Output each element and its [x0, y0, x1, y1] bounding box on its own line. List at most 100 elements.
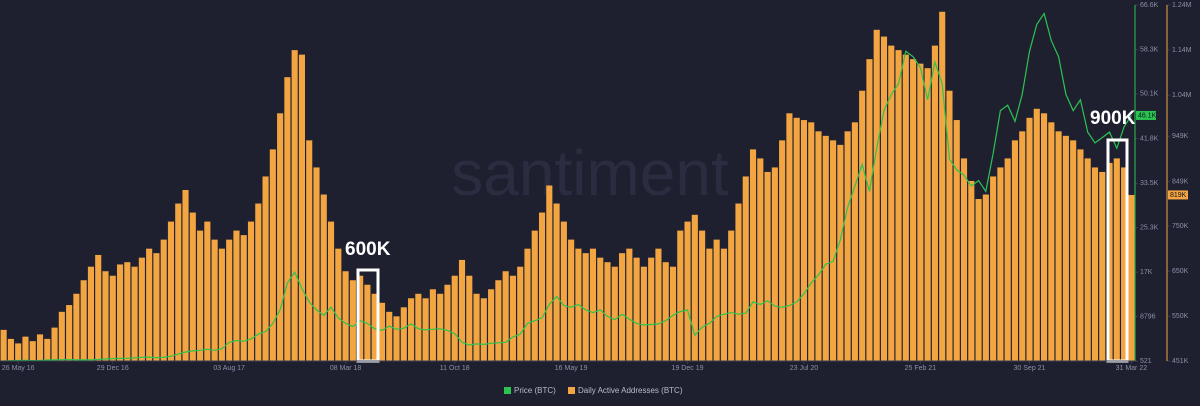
bar: [458, 259, 466, 361]
bar: [124, 262, 131, 361]
bar: [15, 343, 22, 361]
last-value-label: 46.1K: [1138, 112, 1157, 119]
y2-tick-label: 451K: [1172, 358, 1189, 365]
y2-tick-label: 1.14M: [1172, 47, 1192, 54]
bar: [197, 230, 204, 361]
bar: [1062, 135, 1069, 361]
bar: [502, 271, 509, 361]
watermark: santiment: [451, 137, 729, 209]
bar: [1048, 122, 1055, 362]
bar: [327, 221, 335, 361]
bar: [44, 338, 51, 361]
y-tick-label: 50.1K: [1140, 91, 1159, 98]
bar: [400, 307, 407, 361]
bar: [444, 284, 451, 361]
legend-label[interactable]: Price (BTC): [514, 386, 556, 395]
bar: [982, 194, 989, 361]
bar: [233, 230, 240, 361]
last-value-badge: [1136, 110, 1156, 120]
bar: [109, 275, 116, 361]
bar: [990, 176, 997, 361]
bar: [917, 63, 924, 362]
bar: [160, 239, 167, 361]
price-line: [3, 12, 1132, 362]
y-tick-label: 58.3K: [1140, 47, 1159, 54]
bar: [604, 262, 611, 361]
bar: [553, 203, 560, 361]
bar: [619, 253, 626, 361]
bar: [218, 248, 225, 361]
annotation: 900K: [1090, 108, 1136, 129]
y2-tick-label: 650K: [1172, 268, 1189, 275]
bar: [189, 212, 196, 361]
bar: [837, 144, 844, 361]
x-tick-label: 31 Mar 22: [1116, 365, 1148, 372]
y-tick-label: 17K: [1140, 269, 1153, 276]
bar: [102, 271, 109, 361]
last-value-badge: [1168, 190, 1188, 200]
bar: [873, 29, 880, 361]
bar: [211, 239, 218, 361]
x-tick-label: 25 Feb 21: [905, 365, 937, 372]
bar: [771, 167, 778, 361]
bar: [1004, 158, 1011, 361]
annotation: 600K: [345, 239, 391, 260]
bar: [524, 248, 531, 361]
bar: [386, 311, 393, 361]
bar: [538, 212, 546, 361]
bar: [924, 68, 931, 361]
bar: [509, 275, 516, 361]
x-tick-label: 29 Dec 16: [97, 365, 129, 372]
bar: [255, 203, 262, 361]
bar: [116, 264, 124, 361]
bar: [699, 230, 706, 361]
bar: [640, 266, 647, 361]
bar: [960, 158, 968, 361]
bar: [706, 248, 713, 361]
y2-tick-label: 1.24M: [1172, 2, 1192, 9]
legend-swatch: [568, 387, 575, 394]
bar: [342, 271, 349, 361]
bar: [975, 199, 982, 361]
bar: [262, 176, 269, 361]
bar: [73, 293, 80, 361]
bar: [626, 248, 633, 361]
bar: [764, 171, 771, 361]
bar: [247, 221, 255, 361]
bar: [415, 293, 422, 361]
x-tick-label: 23 Jul 20: [790, 365, 819, 372]
bar: [757, 158, 764, 361]
bar: [58, 311, 65, 361]
bar: [1011, 140, 1019, 361]
bar: [859, 90, 866, 362]
bar: [80, 280, 87, 361]
bar: [568, 239, 575, 361]
bar: [349, 280, 356, 361]
bar: [582, 253, 589, 361]
bar: [713, 239, 720, 361]
bar: [167, 221, 175, 361]
bar: [888, 45, 895, 361]
bar: [931, 45, 938, 361]
bar: [786, 113, 793, 361]
bar: [808, 122, 815, 362]
bar: [968, 180, 975, 361]
bar: [1091, 167, 1099, 361]
bar: [844, 131, 851, 361]
bar: [29, 341, 36, 361]
y-tick-label: 33.5K: [1140, 180, 1159, 187]
x-tick-label: 30 Sep 21: [1014, 365, 1046, 372]
bar: [1084, 158, 1091, 361]
bar: [0, 329, 7, 361]
bar: [1026, 117, 1033, 361]
bar: [146, 248, 153, 361]
bar: [51, 327, 58, 361]
bar: [851, 122, 858, 362]
bar: [779, 140, 786, 361]
bar: [131, 266, 138, 361]
bar: [1033, 108, 1040, 361]
bar: [204, 221, 211, 361]
legend-label[interactable]: Daily Active Addresses (BTC): [578, 386, 683, 395]
bar: [997, 167, 1004, 361]
